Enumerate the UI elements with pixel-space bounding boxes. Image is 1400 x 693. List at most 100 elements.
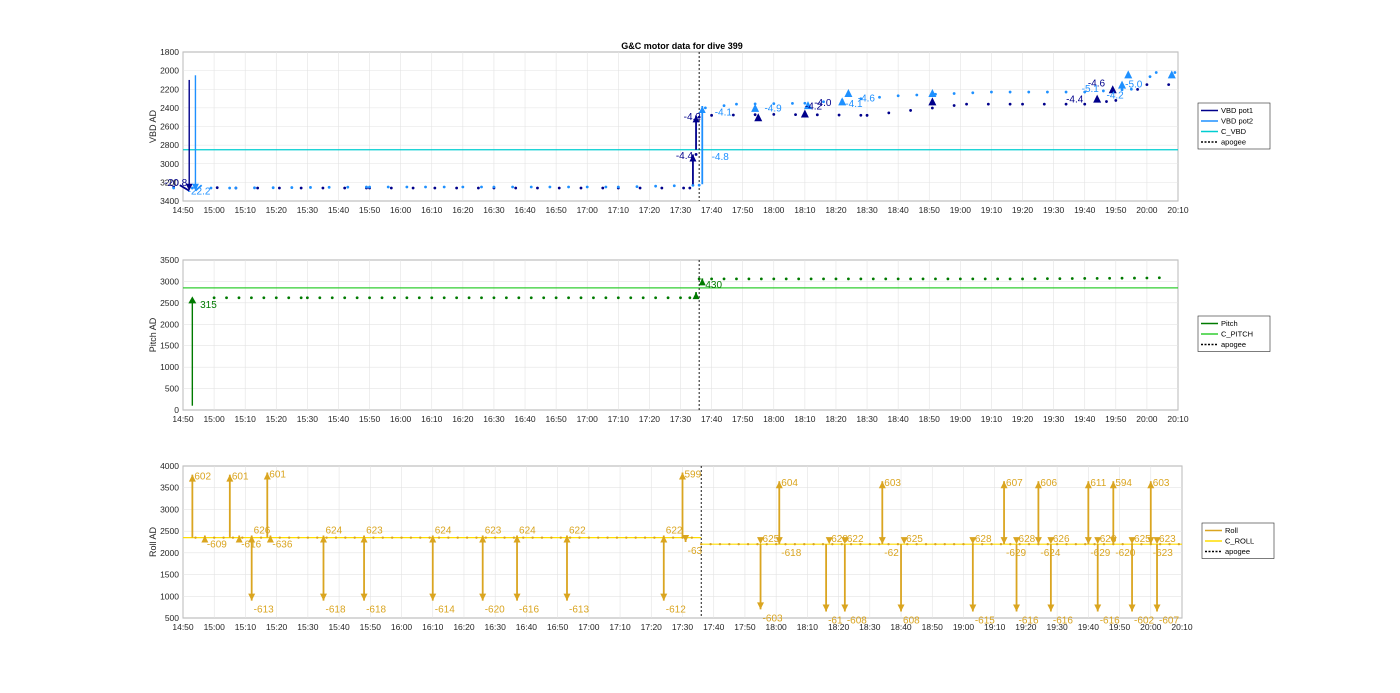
roll-arrow-head [263,472,271,480]
vbd-pot2-point [1008,90,1012,94]
vbd-annotation: -4.4 [1066,94,1084,105]
roll-annotation: -63 [688,546,703,557]
x-tick-label: 16:40 [514,205,536,215]
pitch-point [784,277,788,281]
pitch-point [946,277,950,281]
x-tick-label: 19:20 [1012,414,1034,424]
pitch-point [735,277,738,281]
x-tick-label: 15:20 [266,414,288,424]
vbd-pot1-point [638,186,642,190]
vbd-pot2-point [859,97,863,101]
pitch-point [958,277,962,281]
vbd-pot1-point [215,186,219,190]
roll-point [297,536,300,539]
vbd-pot2-point [703,106,707,110]
roll-annotation: 606 [1040,478,1057,489]
pitch-point [287,296,291,300]
x-tick-label: 19:10 [981,205,1003,215]
roll-arrow-head [775,537,783,545]
roll-point [493,536,497,539]
vbd-pot1-point [1105,100,1108,103]
x-tick-label: 18:00 [763,205,785,215]
roll-annotation: -616 [1019,615,1039,626]
roll-point [962,542,965,546]
roll-arrow-head [1047,537,1055,545]
roll-annotation: -613 [569,605,589,616]
roll-point [746,542,750,546]
pitch-point [343,296,347,300]
vbd-pot2-point [1083,90,1087,94]
x-tick-label: 17:50 [734,622,756,632]
roll-point [821,542,825,546]
y-tick-label: 3500 [160,483,179,493]
vbd-pot1-point [930,106,934,110]
roll-annotation: -603 [763,613,783,624]
vbd-pot1-point [660,186,664,190]
roll-point [1084,542,1087,546]
pitch-point [330,296,334,300]
pitch-point [318,296,322,300]
roll-point [999,542,1003,546]
pitch-point [616,296,620,300]
roll-arrow-head [1000,481,1008,489]
roll-annotation: 622 [569,525,586,536]
x-tick-label: 16:30 [483,414,505,424]
roll-arrow-head [360,535,368,543]
pitch-point [1095,276,1099,280]
roll-point [559,536,562,539]
pitch-point [529,296,533,300]
pitch-point [225,296,228,300]
vbd-pot2-point [604,185,608,189]
roll-annotation: -609 [207,539,227,550]
x-tick-label: 16:50 [545,205,567,215]
roll-arrow-head [1109,481,1117,489]
roll-annotation: -618 [781,548,801,559]
x-tick-label: 17:10 [609,622,631,632]
y-tick-label: 1500 [160,570,179,580]
roll-point [728,542,731,546]
roll-arrow-head [1000,537,1008,545]
vbd-pot1-point [965,102,968,106]
pitch-point [797,277,801,281]
roll-point [737,542,740,546]
roll-annotation: -613 [254,605,274,616]
vbd-pot1-point [256,186,260,190]
roll-point [587,536,591,539]
pitch-point [554,296,558,300]
x-tick-label: 20:00 [1136,205,1158,215]
pitch-point [1008,277,1012,281]
roll-point [241,536,244,539]
vbd-annotation: -4.1 [845,99,863,110]
roll-arrow-head [1084,537,1092,545]
x-tick-label: 19:00 [950,205,972,215]
roll-arrow-head [822,604,830,612]
pitch-point [405,296,409,300]
x-tick-label: 16:50 [547,622,569,632]
x-tick-label: 17:40 [701,205,723,215]
legend-label: Pitch [1221,319,1238,328]
x-tick-label: 16:40 [516,622,538,632]
vbd-pot2-point [915,93,919,97]
vbd-pot1-point [837,113,841,117]
roll-point [334,536,338,539]
roll-point [952,542,956,546]
vbd-annotation: -4.8 [712,152,730,163]
roll-annotation: -61 [828,615,843,626]
pitch-point [884,277,888,281]
roll-point [831,542,834,546]
vbd-pot1-point [536,186,539,190]
roll-arrow-head [235,535,243,543]
roll-point [859,542,862,546]
vbd-pot1-point [1008,102,1012,106]
x-tick-label: 17:20 [639,414,661,424]
x-tick-label: 15:30 [297,622,319,632]
legend-label: C_ROLL [1225,537,1254,546]
x-tick-label: 14:50 [172,205,194,215]
vbd-pot2-arrow-shaft [194,184,203,192]
pitch-point [679,296,682,300]
roll-point [456,536,459,539]
roll-annotation: 601 [269,470,286,481]
x-tick-label: 18:40 [888,205,910,215]
legend-label: apogee [1225,547,1250,556]
